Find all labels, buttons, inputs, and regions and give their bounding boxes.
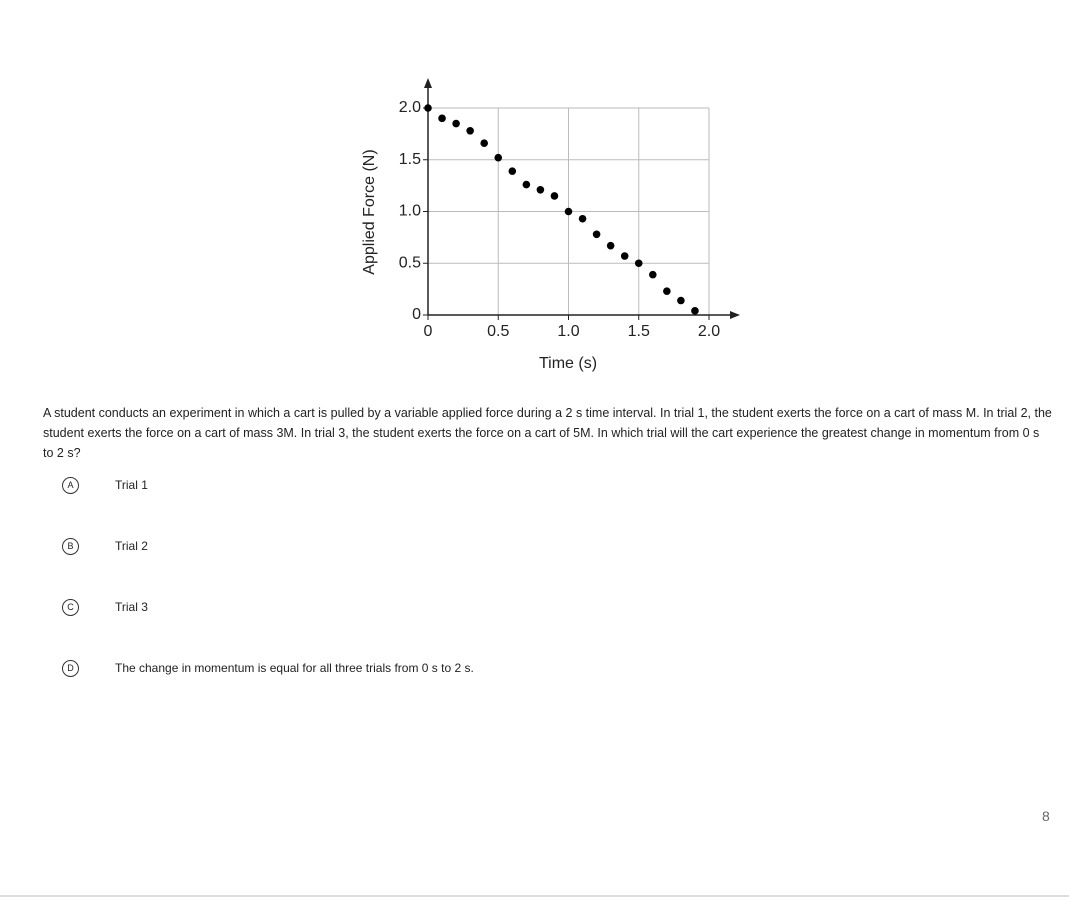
data-point <box>592 230 601 239</box>
x-tick-label: 2.0 <box>698 323 720 340</box>
y-axis-label: Applied Force (N) <box>361 149 378 274</box>
data-point <box>438 114 446 123</box>
x-axis-label: Time (s) <box>539 355 597 372</box>
x-tick-label: 1.5 <box>628 323 650 340</box>
data-point <box>480 139 489 147</box>
data-point <box>452 119 460 128</box>
option-text: Trial 2 <box>115 539 148 553</box>
data-point <box>634 259 643 268</box>
option-letter: C <box>62 599 79 616</box>
data-point <box>677 296 685 305</box>
data-point <box>578 214 587 223</box>
x-tick-label: 0.5 <box>487 323 509 340</box>
data-point <box>620 252 629 260</box>
y-tick-label: 0.5 <box>399 254 421 271</box>
option-letter: A <box>62 477 79 494</box>
data-point <box>466 126 474 135</box>
data-point <box>424 104 432 112</box>
y-tick-label: 0 <box>412 306 421 323</box>
option-text: Trial 1 <box>115 478 148 492</box>
data-point <box>564 207 573 216</box>
x-tick-label: 0 <box>424 323 433 340</box>
x-tick-label: 1.0 <box>557 323 579 340</box>
data-point <box>508 167 517 175</box>
data-point <box>536 185 545 194</box>
y-tick-label: 1.5 <box>399 151 421 168</box>
x-axis-arrow <box>730 311 740 319</box>
y-tick-label: 1.0 <box>399 203 421 220</box>
option-letter: D <box>62 660 79 677</box>
y-tick-label: 2.0 <box>399 99 421 116</box>
data-point <box>663 287 671 295</box>
chart: Applied Force (N) Time (s) 0 0.5 1.0 1.5 2.0… <box>361 78 740 372</box>
data-point <box>522 180 531 189</box>
option-text: The change in momentum is equal for all … <box>115 661 474 675</box>
data-point <box>691 307 699 315</box>
data-point <box>649 270 657 279</box>
y-axis-arrow <box>424 78 432 88</box>
data-point <box>606 241 615 250</box>
data-point <box>494 153 503 162</box>
question-text: A student conducts an experiment in whic… <box>43 406 1052 460</box>
page-number: 8 <box>1042 808 1050 824</box>
data-point <box>550 192 559 200</box>
bottom-rule <box>0 895 1069 897</box>
option-text: Trial 3 <box>115 600 148 614</box>
option-letter: B <box>62 538 79 555</box>
